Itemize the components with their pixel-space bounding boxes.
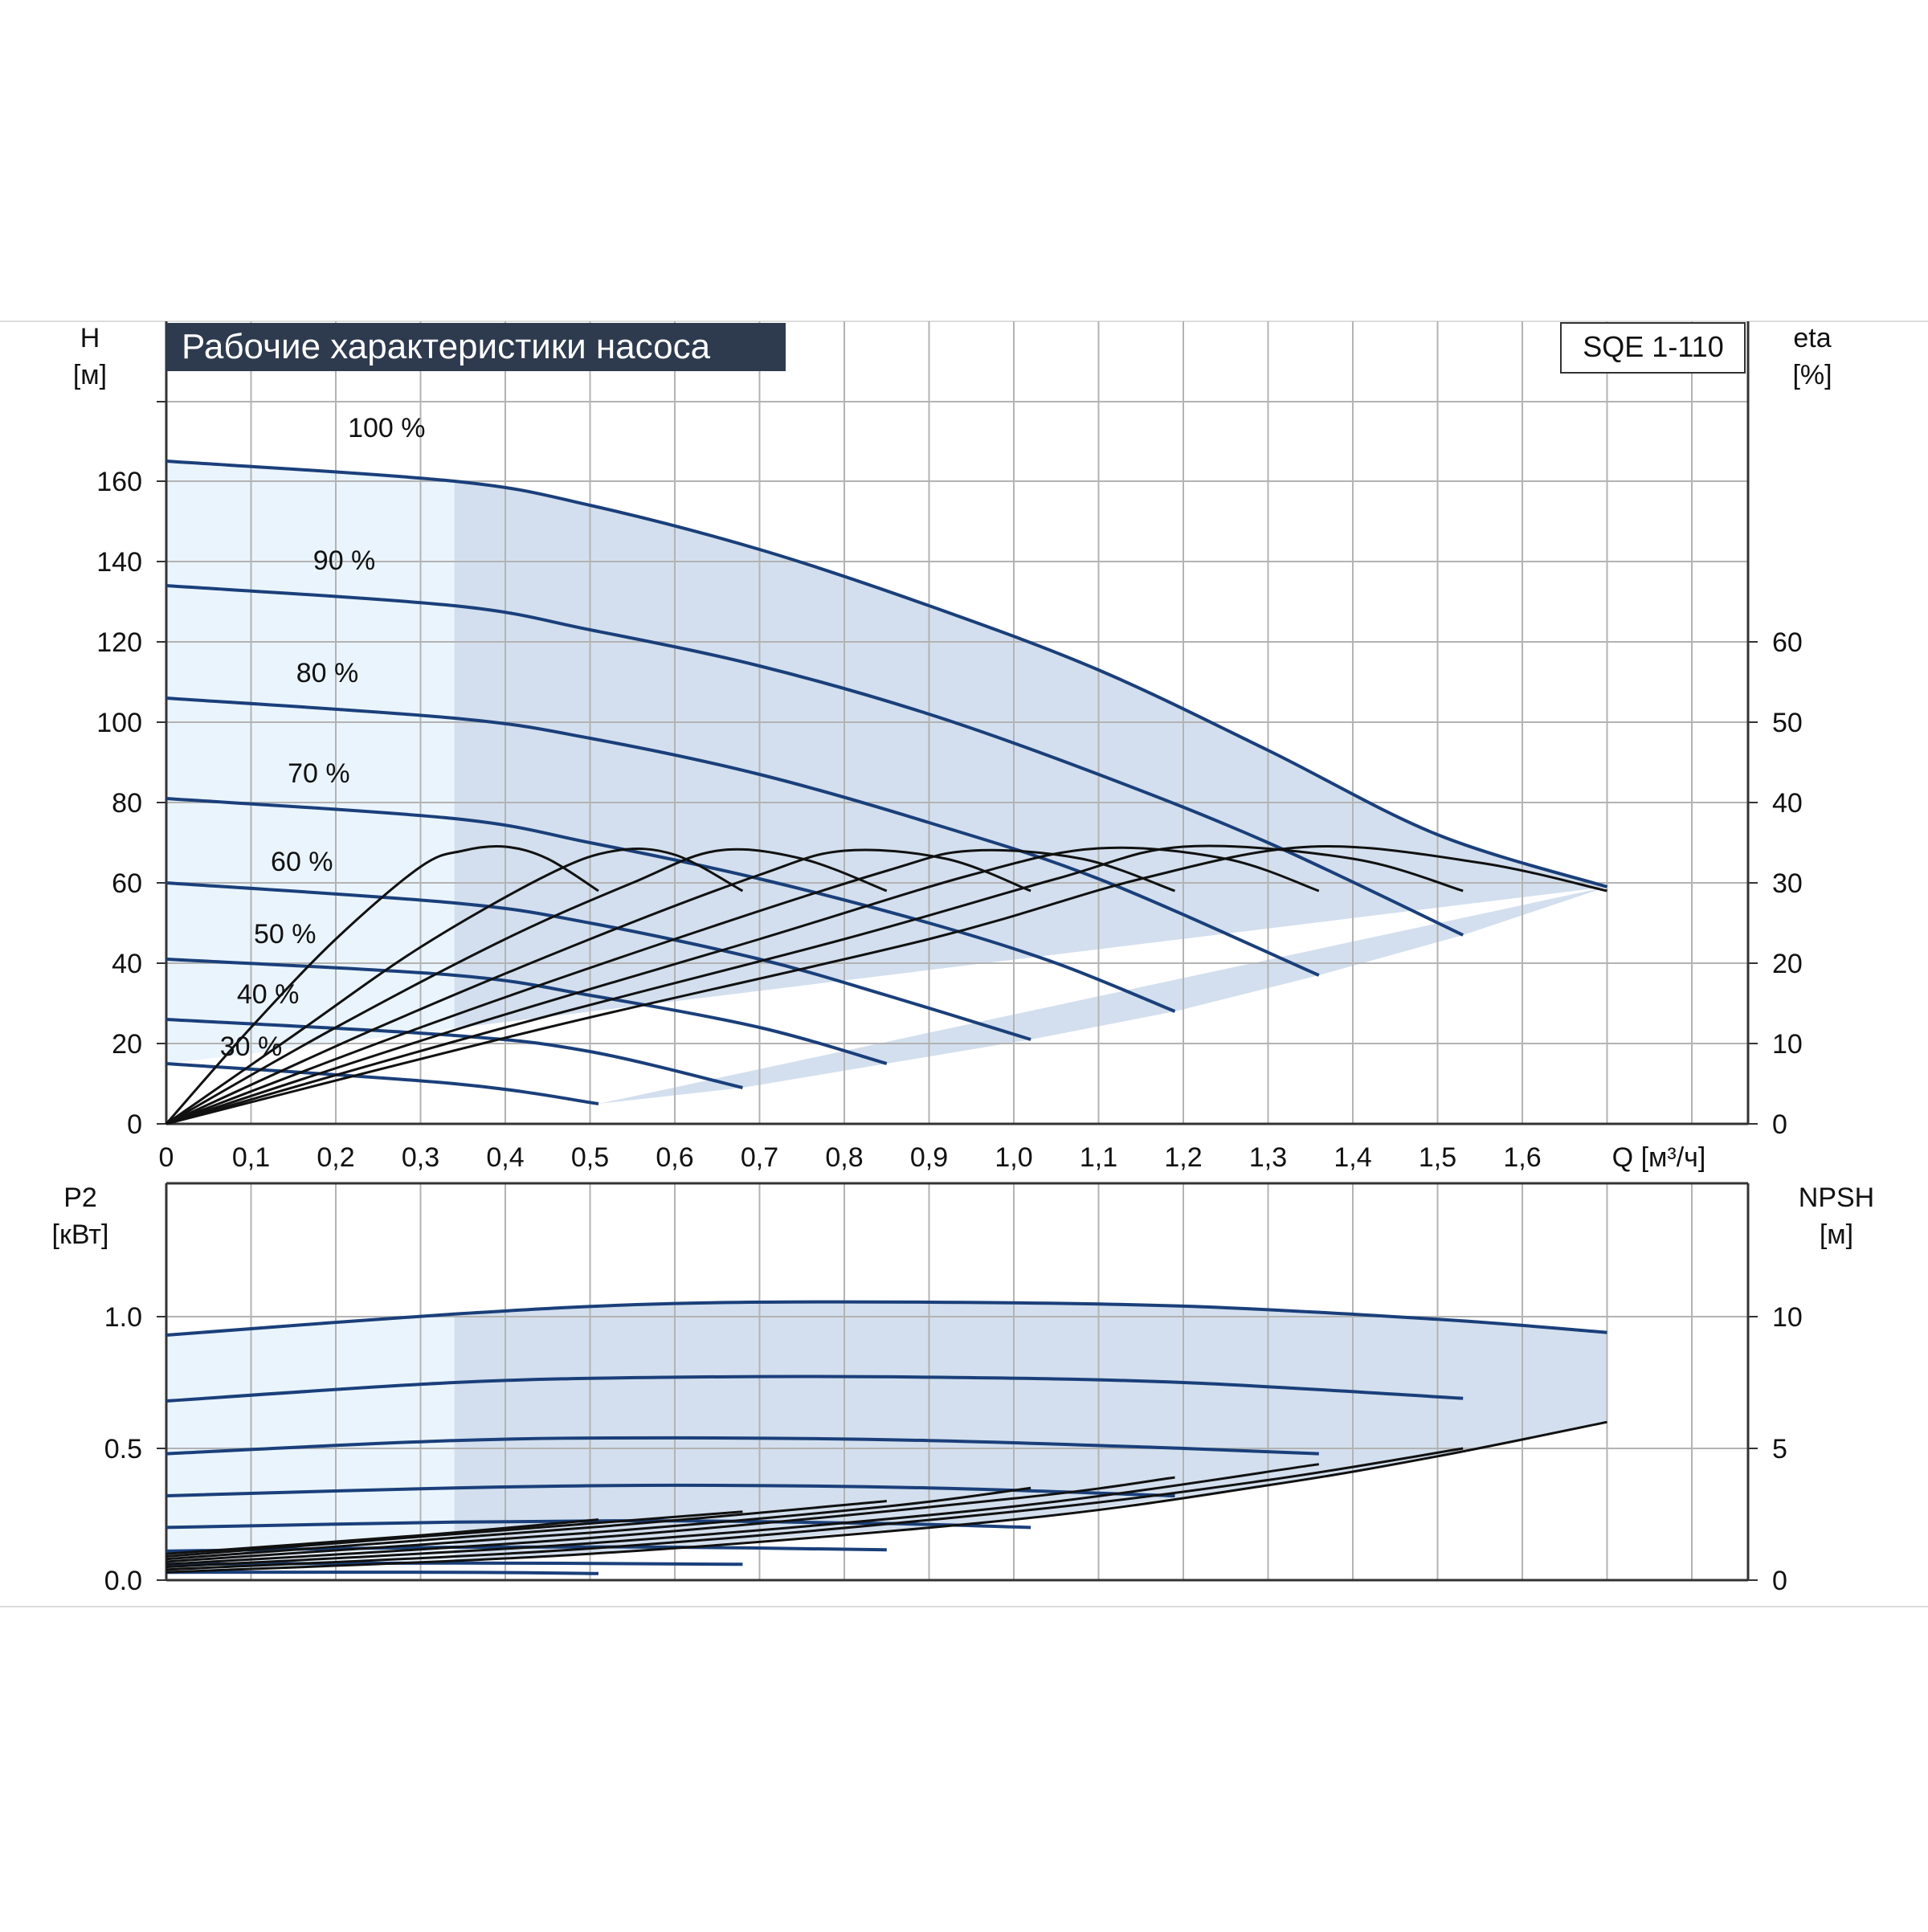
x-tick-label: 1,2	[1164, 1142, 1202, 1173]
x-tick-label: 1,5	[1419, 1142, 1456, 1173]
efficiency-curve	[165, 844, 1464, 1125]
head-curve-label: 30 %	[220, 1031, 283, 1062]
efficiency-curve	[165, 845, 1607, 1125]
efficiency-curve	[165, 848, 888, 1125]
y-tick-label: 60	[112, 868, 142, 899]
left-axis-label: P2	[63, 1182, 97, 1213]
head-curve	[165, 460, 1608, 888]
head-curve-label: 100 %	[348, 413, 425, 443]
y-tick-label: 100	[96, 708, 142, 738]
title-box	[166, 323, 786, 371]
head-curve-label: 70 %	[288, 758, 350, 789]
right-axis-unit: [%]	[1792, 360, 1832, 390]
head-curve-label: 90 %	[313, 545, 376, 576]
efficiency-curve	[165, 848, 1175, 1125]
light-region	[166, 461, 455, 1104]
head-curve-label: 80 %	[296, 658, 359, 688]
x-tick-label: 1,1	[1080, 1142, 1117, 1173]
x-tick-label: 0,6	[656, 1142, 693, 1173]
x-tick-label: 0,5	[571, 1142, 609, 1173]
y-tick-label: 40	[112, 949, 142, 979]
x-tick-label: 0,9	[910, 1142, 948, 1173]
right-axis-label: eta	[1793, 323, 1831, 353]
y2-tick-label: 40	[1772, 788, 1803, 819]
head-curve	[165, 797, 1176, 1013]
y2-tick-label: 10	[1772, 1029, 1803, 1060]
operating-region	[166, 461, 1607, 1104]
y-tick-label: 80	[112, 788, 142, 819]
head-panel: 0 20 40 60 80 100 120 140 160 0 10 20 30 40 50 60 0 0,1 0,…	[73, 321, 1832, 1173]
x-tick-label: 1,0	[995, 1142, 1032, 1173]
x-tick-label: 0,1	[232, 1142, 270, 1173]
y2-tick-label: 60	[1772, 627, 1803, 658]
head-curve	[165, 696, 1320, 977]
model-label: SQE 1-110	[1583, 330, 1723, 363]
y2-tick-label: 0	[1772, 1566, 1787, 1596]
y-tick-label: 0	[127, 1109, 142, 1140]
operating-region	[166, 1301, 1607, 1573]
left-axis-label: H	[80, 323, 100, 353]
efficiency-curve	[165, 846, 1320, 1125]
y2-tick-label: 50	[1772, 708, 1803, 738]
head-curve	[165, 881, 1031, 1041]
x-tick-label: 0,8	[825, 1142, 863, 1173]
y2-tick-label: 20	[1772, 949, 1803, 979]
light-region	[166, 1301, 455, 1573]
power-curve	[165, 1300, 1607, 1337]
npsh-curve	[165, 1486, 1031, 1563]
head-curve	[165, 1018, 743, 1089]
x-axis-label: Q [м³/ч]	[1612, 1142, 1706, 1173]
npsh-curve	[165, 1476, 1175, 1566]
head-curve-label: 60 %	[271, 847, 333, 877]
efficiency-curve	[165, 848, 1031, 1125]
power-panel: 0.0 0.5 1.0 0 5 10 P2 [кВт] NPSH [м]	[52, 1182, 1874, 1596]
npsh-curve	[165, 1420, 1607, 1574]
x-tick-label: 0,7	[741, 1142, 778, 1173]
left-axis-unit: [кВт]	[52, 1219, 109, 1250]
y2-tick-label: 10	[1772, 1302, 1803, 1333]
y-tick-label: 0.0	[104, 1566, 142, 1596]
y-tick-label: 1.0	[104, 1302, 142, 1333]
x-tick-label: 0,3	[402, 1142, 439, 1173]
x-tick-label: 0	[159, 1142, 174, 1173]
right-axis-unit: [м]	[1820, 1219, 1853, 1250]
npsh-curve	[165, 1447, 1464, 1571]
npsh-curve	[165, 1463, 1320, 1569]
y-tick-label: 0.5	[104, 1434, 142, 1464]
x-tick-label: 0,4	[486, 1142, 524, 1173]
npsh-curve	[165, 1510, 743, 1558]
head-curve	[165, 1062, 599, 1105]
y2-tick-label: 0	[1772, 1109, 1787, 1140]
efficiency-curve	[165, 848, 744, 1125]
head-curve-label: 50 %	[254, 919, 317, 950]
x-tick-label: 1,3	[1249, 1142, 1287, 1173]
power-curve	[165, 1436, 1319, 1456]
efficiency-curve	[165, 844, 599, 1125]
y2-tick-label: 5	[1772, 1434, 1787, 1464]
npsh-curve	[165, 1500, 887, 1561]
npsh-curve	[165, 1518, 599, 1555]
model-label-box	[1560, 322, 1746, 374]
power-curve	[165, 1571, 599, 1575]
y2-tick-label: 30	[1772, 868, 1803, 899]
y-tick-label: 20	[112, 1029, 142, 1060]
head-curve-label: 40 %	[237, 979, 300, 1010]
y-tick-label: 140	[96, 547, 142, 578]
right-axis-label: NPSH	[1799, 1182, 1874, 1213]
head-curve	[165, 584, 1464, 937]
left-axis-unit: [м]	[73, 360, 107, 390]
x-tick-label: 1,4	[1334, 1142, 1371, 1173]
chart-title: Рабочие характеристики насоса	[182, 327, 711, 366]
y-tick-label: 120	[96, 627, 142, 658]
power-curve	[165, 1374, 1464, 1403]
x-tick-label: 0,2	[317, 1142, 354, 1173]
y-tick-label: 160	[96, 467, 142, 497]
x-tick-label: 1,6	[1503, 1142, 1541, 1173]
